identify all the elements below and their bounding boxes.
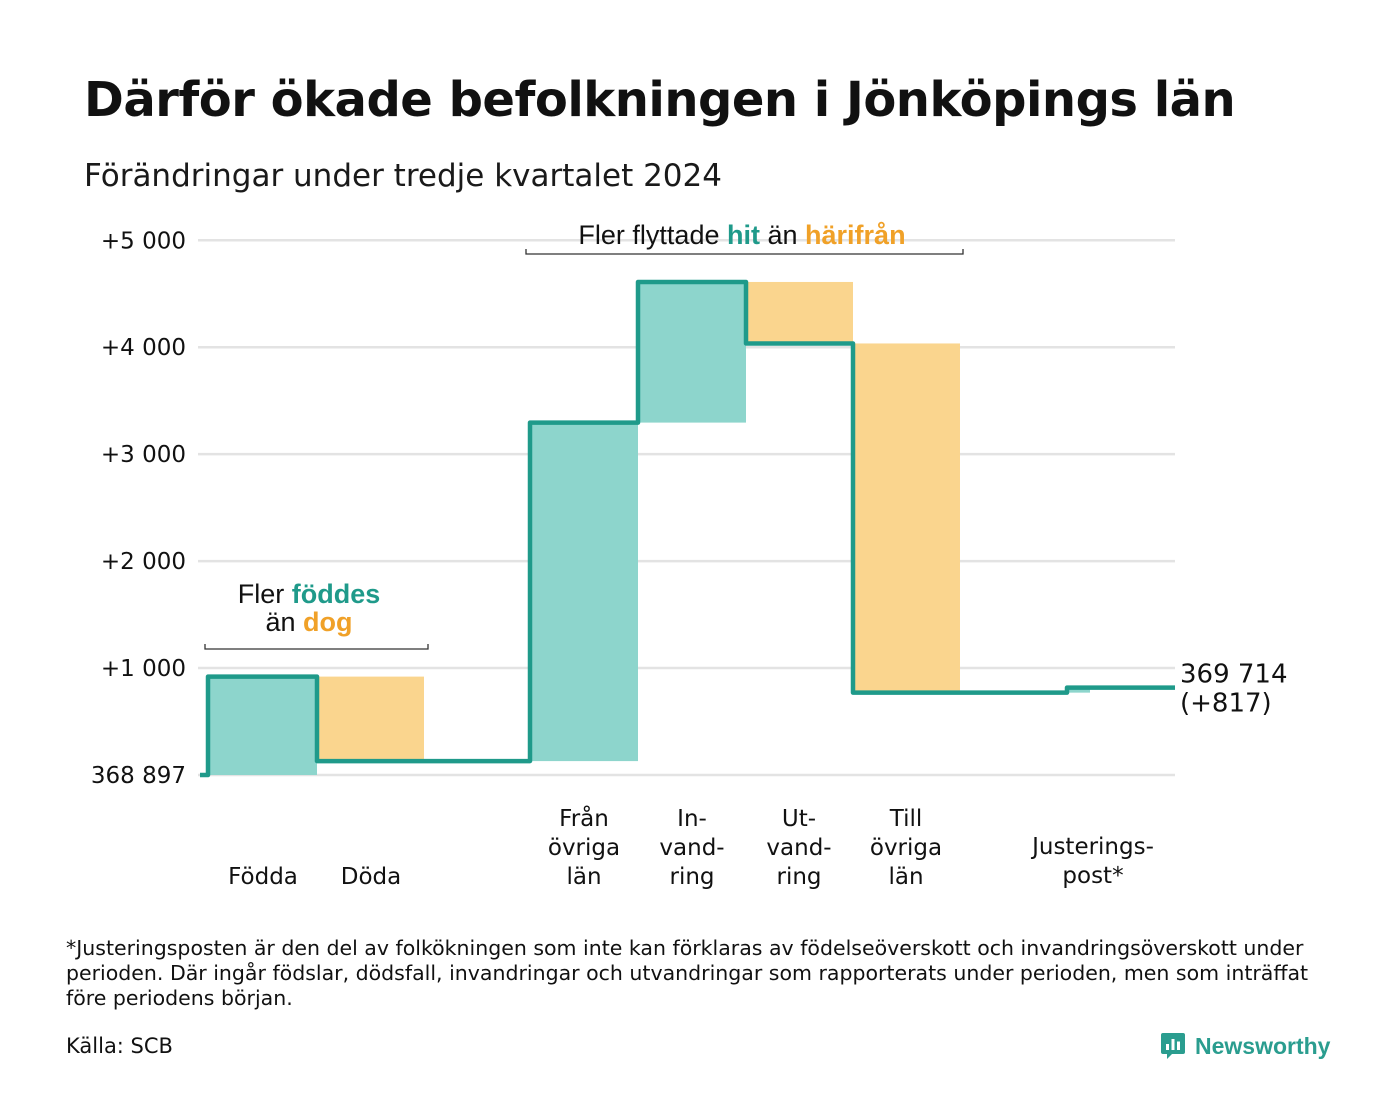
category-label-line: övriga xyxy=(548,835,620,861)
y-tick-label: +4 000 xyxy=(101,335,186,361)
waterfall-bar xyxy=(1067,687,1090,693)
annotation-bracket xyxy=(525,249,964,255)
category-label-line: län xyxy=(888,864,923,890)
category-label: In-vand-ring xyxy=(659,806,724,890)
category-label: Döda xyxy=(341,864,401,890)
category-label-line: län xyxy=(566,864,601,890)
category-label-line: ring xyxy=(776,864,821,890)
annotation-highlight: hit xyxy=(727,220,760,250)
category-label: Ut-vand-ring xyxy=(766,806,831,890)
brand-name: Newsworthy xyxy=(1195,1032,1331,1059)
category-label-line: Födda xyxy=(228,864,298,890)
waterfall-bar xyxy=(638,281,746,423)
y-tick-label: +1 000 xyxy=(101,656,186,682)
footnote: *Justeringsposten är den del av folkökni… xyxy=(66,936,1309,1010)
line-layer xyxy=(200,279,1175,778)
y-tick-label: +2 000 xyxy=(101,549,186,575)
y-tick-label: +5 000 xyxy=(101,228,186,254)
cumulative-step-line xyxy=(200,279,1175,778)
y-tick-label: +3 000 xyxy=(101,442,186,468)
waterfall-bar xyxy=(530,422,638,762)
category-label-line: Till xyxy=(889,806,923,832)
source-credit: Källa: SCB xyxy=(66,1034,173,1058)
annotation-highlight: föddes xyxy=(292,579,381,609)
chart-subtitle: Förändringar under tredje kvartalet 2024 xyxy=(84,158,722,194)
annotation-segment: Fler flyttade xyxy=(578,220,727,250)
annotation-segment: Fler xyxy=(238,579,292,609)
waterfall-bar xyxy=(746,281,853,344)
category-label-line: Döda xyxy=(341,864,401,890)
category-label: Justerings-post* xyxy=(1030,834,1154,889)
annotation-segment: än xyxy=(760,220,805,250)
annotation-bracket xyxy=(204,644,429,650)
annotation-text: än dog xyxy=(265,607,352,637)
chart-title: Därför ökade befolkningen i Jönköpings l… xyxy=(84,72,1236,128)
brand-logo: Newsworthy xyxy=(1160,1029,1330,1063)
category-label: Till övriga län xyxy=(870,806,942,890)
label-layer: 368 897 +1 000 +2 000 +3 000 +4 000 +5 000 Föd… xyxy=(91,228,1288,890)
grid-layer xyxy=(198,239,1175,777)
waterfall-bar xyxy=(853,343,960,693)
waterfall-bar xyxy=(317,676,424,762)
category-label-line: ring xyxy=(669,864,714,890)
category-label-line: Från xyxy=(559,804,609,832)
annotation-segment: än xyxy=(265,607,303,637)
waterfall-chart: 368 897 +1 000 +2 000 +3 000 +4 000 +5 000 Föd… xyxy=(91,220,1288,890)
category-label-line: vand- xyxy=(659,835,724,861)
waterfall-bar xyxy=(208,676,317,775)
annotation-text: Fler föddes xyxy=(238,579,381,609)
end-change-label: (+817) xyxy=(1180,689,1272,719)
category-label: Från övriga län xyxy=(548,804,620,890)
category-label-line: In- xyxy=(677,806,707,832)
annotation-text: Fler flyttade hit än härifrån xyxy=(578,220,905,250)
category-label-line: post* xyxy=(1062,863,1123,889)
annotation-highlight: dog xyxy=(303,607,352,637)
y-tick-label: 368 897 xyxy=(91,763,186,789)
annotation-highlight: härifrån xyxy=(805,220,906,250)
category-label-line: vand- xyxy=(766,835,831,861)
newsworthy-logo-icon xyxy=(1161,1033,1185,1059)
category-label: Födda xyxy=(228,864,298,890)
category-label-line: övriga xyxy=(870,835,942,861)
bar-layer xyxy=(208,281,1090,775)
category-label-line: Justerings- xyxy=(1030,834,1154,860)
end-value-label: 369 714 xyxy=(1180,660,1288,690)
category-label-line: Ut- xyxy=(782,806,816,832)
